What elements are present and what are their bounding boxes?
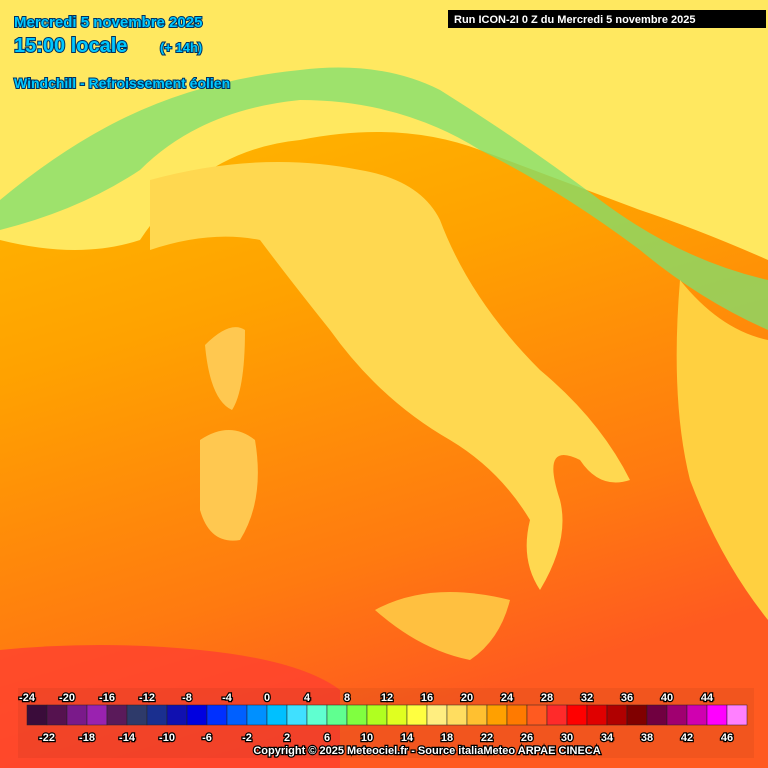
legend-cell: [446, 704, 468, 726]
legend-cell: [726, 704, 748, 726]
run-box: [448, 10, 766, 28]
legend-cell: [646, 704, 668, 726]
legend-label: -20: [59, 692, 75, 704]
legend-label: 40: [661, 692, 673, 704]
legend-label: 20: [461, 692, 473, 704]
legend-label: 6: [324, 732, 330, 744]
legend-label: 36: [621, 692, 633, 704]
legend-label: 32: [581, 692, 593, 704]
lead-time: (+ 14h): [160, 40, 202, 55]
legend-cell: [86, 704, 108, 726]
legend-label: 34: [601, 732, 614, 744]
legend-label: 26: [521, 732, 533, 744]
legend-label: -12: [139, 692, 155, 704]
legend-cell: [266, 704, 288, 726]
legend-cell: [486, 704, 508, 726]
legend-cell: [326, 704, 348, 726]
italy: [150, 162, 630, 590]
legend-cell: [686, 704, 708, 726]
legend-cell: [366, 704, 388, 726]
legend-cell: [226, 704, 248, 726]
legend-cell: [166, 704, 188, 726]
legend-label: -6: [202, 732, 212, 744]
legend-cell: [346, 704, 368, 726]
legend-cell: [186, 704, 208, 726]
legend-cell: [406, 704, 428, 726]
legend-cell: [306, 704, 328, 726]
legend-label: 10: [361, 732, 373, 744]
legend-label: 2: [284, 732, 290, 744]
legend-cell: [466, 704, 488, 726]
time-title: 15:00 locale: [14, 35, 127, 57]
legend-cell: [386, 704, 408, 726]
legend-cell: [506, 704, 528, 726]
legend-label: -16: [99, 692, 115, 704]
legend-cell: [286, 704, 308, 726]
legend-cell: [586, 704, 608, 726]
legend-label: 44: [701, 692, 714, 704]
legend-cell: [426, 704, 448, 726]
legend-label: -8: [182, 692, 192, 704]
legend-label: -24: [19, 692, 36, 704]
legend-cell: [706, 704, 728, 726]
legend-cell: [26, 704, 48, 726]
land-north: [0, 0, 768, 260]
legend-cell: [566, 704, 588, 726]
legend-label: -22: [39, 732, 55, 744]
legend-cell: [666, 704, 688, 726]
legend-label: 18: [441, 732, 453, 744]
legend-cell: [126, 704, 148, 726]
legend-label: 0: [264, 692, 270, 704]
legend-cell: [206, 704, 228, 726]
legend-label: -10: [159, 732, 175, 744]
legend-label: 4: [304, 692, 311, 704]
run-info: Run ICON-2I 0 Z du Mercredi 5 novembre 2…: [454, 14, 695, 26]
legend-label: 30: [561, 732, 573, 744]
legend-cell: [66, 704, 88, 726]
legend-label: 38: [641, 732, 653, 744]
product-title: Windchill - Refroissement éolien: [14, 75, 230, 91]
legend-cell: [246, 704, 268, 726]
legend-label: -18: [79, 732, 95, 744]
copyright: Copyright © 2025 Meteociel.fr - Source i…: [253, 745, 600, 757]
balkans: [676, 280, 768, 620]
legend-label: 46: [721, 732, 733, 744]
corsica: [205, 327, 245, 410]
legend-label: 28: [541, 692, 553, 704]
legend-label: -14: [119, 732, 136, 744]
legend-cell: [46, 704, 68, 726]
date-title: Mercredi 5 novembre 2025: [14, 14, 202, 31]
sardinia: [200, 430, 258, 541]
legend-cell: [146, 704, 168, 726]
legend-label: 16: [421, 692, 433, 704]
legend-cell: [106, 704, 128, 726]
legend-label: 14: [401, 732, 414, 744]
legend-cell: [526, 704, 548, 726]
legend-cell: [626, 704, 648, 726]
legend-label: -4: [222, 692, 233, 704]
legend-label: 22: [481, 732, 493, 744]
legend-label: 42: [681, 732, 693, 744]
legend-label: 8: [344, 692, 350, 704]
legend-label: 12: [381, 692, 393, 704]
sicily: [375, 592, 510, 660]
legend-label: 24: [501, 692, 514, 704]
legend-cell: [546, 704, 568, 726]
legend: -24-22-20-18-16-14-12-10-8-6-4-202468101…: [18, 691, 748, 745]
legend-cell: [606, 704, 628, 726]
legend-label: -2: [242, 732, 252, 744]
